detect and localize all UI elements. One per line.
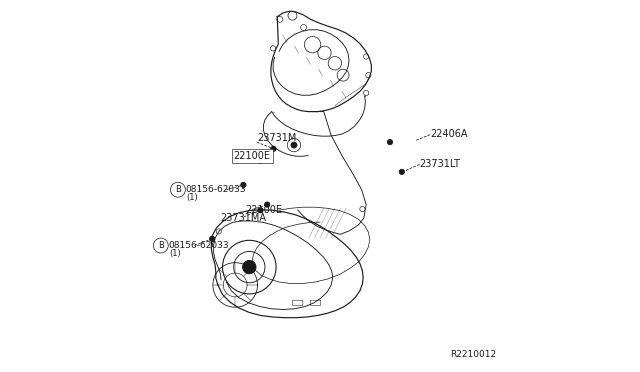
Circle shape [264,202,270,207]
Circle shape [399,169,404,174]
Circle shape [243,260,256,274]
Text: (1): (1) [170,249,181,258]
Text: (1): (1) [186,193,198,202]
Text: 08156-62033: 08156-62033 [168,241,229,250]
Text: R2210012: R2210012 [451,350,497,359]
Circle shape [241,182,246,187]
Text: 08156-62033: 08156-62033 [186,185,246,194]
Text: B: B [158,241,164,250]
Text: 23731M: 23731M [257,133,296,143]
Circle shape [258,158,263,163]
Text: 22100E: 22100E [245,205,282,215]
Circle shape [258,208,263,213]
Text: 22406A: 22406A [430,129,468,139]
Text: 22100E: 22100E [234,151,271,161]
Circle shape [291,142,297,148]
Circle shape [387,140,392,145]
Circle shape [271,146,276,151]
Circle shape [209,236,215,241]
Text: 23731MA: 23731MA [220,213,266,222]
Text: 23731LT: 23731LT [420,160,461,169]
Text: B: B [175,185,181,194]
